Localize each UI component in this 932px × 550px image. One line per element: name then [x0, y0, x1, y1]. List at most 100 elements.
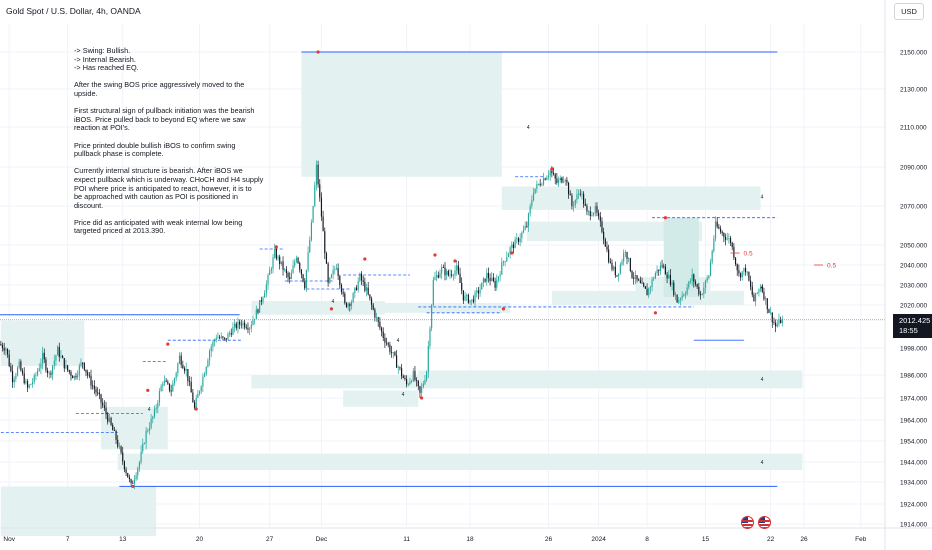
- candle-body: [681, 295, 683, 299]
- candle-body: [744, 268, 747, 273]
- zone-label: 4: [560, 177, 563, 183]
- note-paragraph: -> Swing: Bullish. -> Internal Bearish. …: [74, 46, 279, 73]
- swing-point-marker: [146, 388, 150, 392]
- candle-body: [696, 284, 698, 287]
- candle-body: [310, 222, 313, 241]
- candle-body: [462, 290, 464, 301]
- candle-body: [304, 281, 306, 289]
- candle-body: [474, 292, 476, 303]
- candle-body: [55, 355, 57, 361]
- candle-body: [499, 274, 501, 277]
- candle-body: [571, 195, 573, 207]
- candle-body: [312, 206, 314, 223]
- time-tick-label: 26: [545, 536, 553, 543]
- candle-body: [279, 256, 281, 265]
- candle-body: [726, 238, 728, 240]
- zone-label: 4: [331, 299, 334, 305]
- candle-body: [699, 294, 702, 295]
- candle-body: [749, 280, 752, 287]
- candle-body: [746, 272, 748, 273]
- candle-body: [761, 286, 763, 292]
- candle-body: [147, 430, 149, 432]
- poi-zone-active: [663, 217, 699, 297]
- candle-body: [162, 383, 164, 387]
- candle-body: [444, 267, 446, 276]
- candle-body: [542, 178, 545, 185]
- candle-body: [454, 270, 456, 276]
- currency-button[interactable]: USD: [894, 3, 924, 20]
- candle-body: [195, 398, 197, 408]
- time-tick-label: 15: [702, 536, 710, 543]
- candle-body: [683, 295, 685, 296]
- candle-body: [314, 185, 316, 207]
- candle-body: [158, 391, 161, 403]
- note-line: reaction at POI's.: [74, 123, 130, 133]
- candle-body: [102, 402, 104, 406]
- candle-body: [572, 205, 575, 207]
- candle-body: [352, 293, 354, 303]
- candle-body: [519, 238, 521, 242]
- poi-zone: [343, 390, 419, 407]
- candle-body: [245, 327, 247, 329]
- candle-body: [459, 273, 461, 283]
- candle-body: [31, 381, 34, 385]
- time-tick-label: 26: [800, 536, 808, 543]
- poi-zone: [0, 486, 157, 536]
- time-tick-label: Feb: [855, 536, 867, 543]
- candle-body: [644, 286, 646, 289]
- candle-body: [755, 293, 757, 302]
- candle-body: [589, 211, 591, 217]
- candle-body: [738, 270, 740, 274]
- candle-body: [255, 309, 257, 319]
- candle-body: [596, 206, 598, 213]
- candle-body: [671, 282, 673, 285]
- candle-body: [247, 328, 249, 330]
- candle-body: [70, 371, 72, 376]
- time-tick-label: Dec: [316, 536, 328, 543]
- candle-body: [73, 375, 75, 379]
- candle-body: [507, 253, 510, 258]
- candle-body: [178, 355, 181, 364]
- price-tick-label: 1954.000: [900, 439, 927, 446]
- candle-body: [327, 263, 329, 283]
- candle-body: [135, 475, 137, 480]
- candle-body: [198, 391, 201, 394]
- candle-body: [224, 337, 226, 339]
- swing-point-marker: [363, 257, 367, 261]
- note-paragraph: Price printed double bullish iBOS to con…: [74, 141, 279, 159]
- candle-body: [544, 178, 546, 180]
- candle-body: [45, 359, 47, 371]
- candle-body: [404, 377, 406, 380]
- candle-body: [77, 375, 79, 378]
- candle-body: [562, 181, 565, 183]
- candle-body: [464, 295, 466, 301]
- candle-body: [203, 374, 206, 377]
- us-flag-icon[interactable]: [741, 516, 754, 529]
- candle-body: [382, 331, 384, 338]
- candle-body: [781, 319, 783, 324]
- candle-body: [486, 272, 488, 282]
- time-tick-label: 27: [266, 536, 274, 543]
- candle-body: [524, 226, 526, 230]
- candle-body: [549, 170, 551, 176]
- candle-body: [591, 215, 593, 217]
- note-line: -> Swing: Bullish.: [74, 46, 131, 55]
- candle-body: [355, 287, 358, 291]
- candle-body: [739, 273, 742, 278]
- time-tick-label: Nov: [3, 536, 15, 543]
- poi-zone: [117, 453, 803, 470]
- us-flag-icon[interactable]: [758, 516, 771, 529]
- candle-body: [669, 274, 672, 285]
- candle-body: [320, 197, 323, 217]
- candle-body: [153, 409, 156, 417]
- price-tick-label: 1974.000: [900, 396, 927, 403]
- candle-body: [603, 231, 605, 240]
- candle-body: [265, 284, 267, 294]
- candle-body: [452, 275, 454, 277]
- candle-body: [434, 277, 436, 280]
- candle-body: [656, 269, 658, 274]
- candle-body: [694, 281, 697, 285]
- candle-body: [108, 417, 110, 422]
